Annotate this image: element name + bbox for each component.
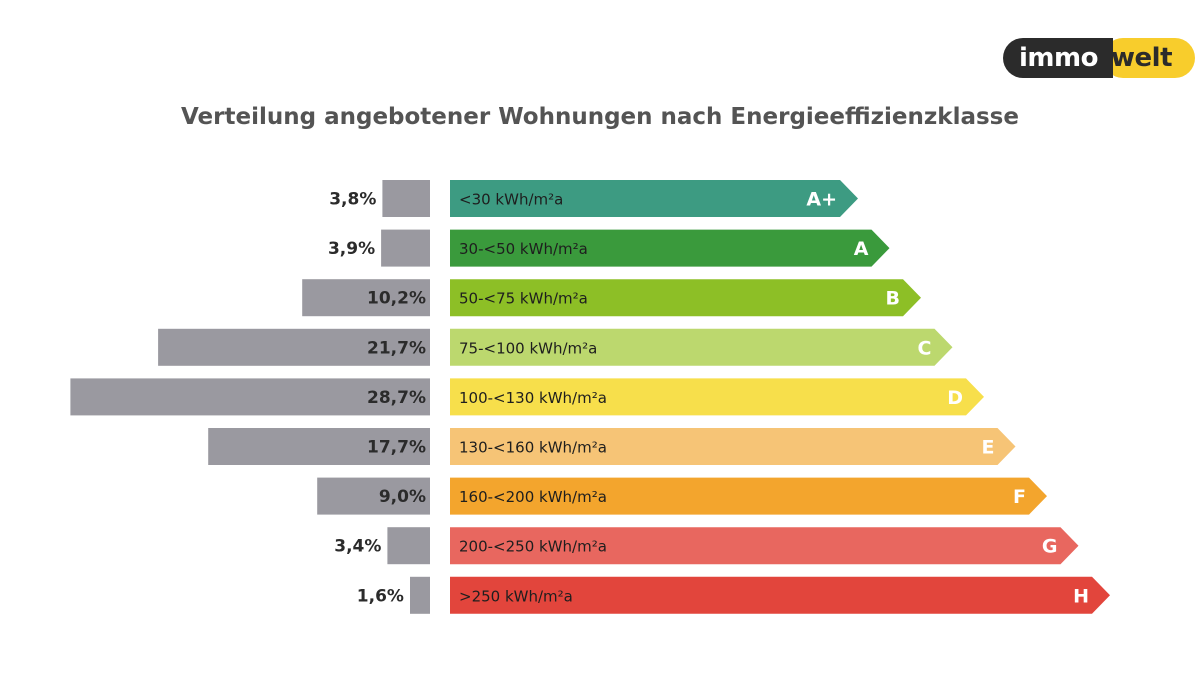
range-label-a-plus: <30 kWh/m²a xyxy=(459,191,563,209)
class-arrow-e xyxy=(450,428,1016,465)
value-bar-f xyxy=(317,477,430,515)
class-letter-a: A xyxy=(854,238,869,260)
logo-dark-pill xyxy=(1003,38,1113,78)
range-label-h: >250 kWh/m²a xyxy=(459,587,573,605)
value-label-d: 28,7% xyxy=(367,388,426,408)
range-label-a: 30-<50 kWh/m²a xyxy=(459,240,588,258)
value-label-b: 10,2% xyxy=(367,289,426,309)
range-label-g: 200-<250 kWh/m²a xyxy=(459,538,607,556)
value-label-f: 9,0% xyxy=(379,487,426,507)
class-letter-e: E xyxy=(982,437,995,459)
value-label-a: 3,9% xyxy=(328,239,375,259)
class-arrow-h xyxy=(450,576,1110,614)
class-letter-f: F xyxy=(1013,486,1026,508)
value-label-a-plus: 3,8% xyxy=(329,190,376,210)
class-letter-c: C xyxy=(918,337,932,359)
value-label-g: 3,4% xyxy=(334,537,381,557)
class-letter-g: G xyxy=(1042,536,1058,558)
value-bar-d xyxy=(70,378,431,416)
class-arrow-a xyxy=(450,229,890,267)
class-arrow-f xyxy=(450,477,1047,515)
range-label-c: 75-<100 kWh/m²a xyxy=(459,339,597,357)
value-bar-c xyxy=(158,328,430,366)
value-label-c: 21,7% xyxy=(367,338,426,358)
range-label-b: 50-<75 kWh/m²a xyxy=(459,290,588,308)
value-bar-h xyxy=(410,576,430,614)
logo-yellow-pill xyxy=(1103,38,1195,78)
class-letter-d: D xyxy=(947,387,963,409)
value-bar-g xyxy=(387,527,430,565)
range-label-e: 130-<160 kWh/m²a xyxy=(459,439,607,457)
chart-title: Verteilung angebotener Wohnungen nach En… xyxy=(181,104,1019,130)
class-letter-a-plus: A+ xyxy=(806,189,837,211)
value-label-e: 17,7% xyxy=(367,438,426,458)
class-arrow-g xyxy=(450,527,1079,565)
range-label-f: 160-<200 kWh/m²a xyxy=(459,488,607,506)
class-letter-b: B xyxy=(886,288,900,310)
class-arrow-d xyxy=(450,378,984,416)
value-bar-b xyxy=(302,279,430,317)
value-label-h: 1,6% xyxy=(357,586,404,606)
logo-text-immo: immo xyxy=(1019,43,1098,73)
class-arrow-a-plus xyxy=(450,180,858,217)
value-bar-e xyxy=(208,428,430,465)
value-bar-a-plus xyxy=(382,180,430,217)
range-label-d: 100-<130 kWh/m²a xyxy=(459,389,607,407)
class-arrow-c xyxy=(450,328,953,366)
logo-text-welt: welt xyxy=(1111,43,1173,73)
value-bar-a xyxy=(381,229,430,267)
class-letter-h: H xyxy=(1073,585,1089,607)
immowelt-logo: immo welt xyxy=(1003,38,1195,78)
class-arrow-b xyxy=(450,279,921,317)
